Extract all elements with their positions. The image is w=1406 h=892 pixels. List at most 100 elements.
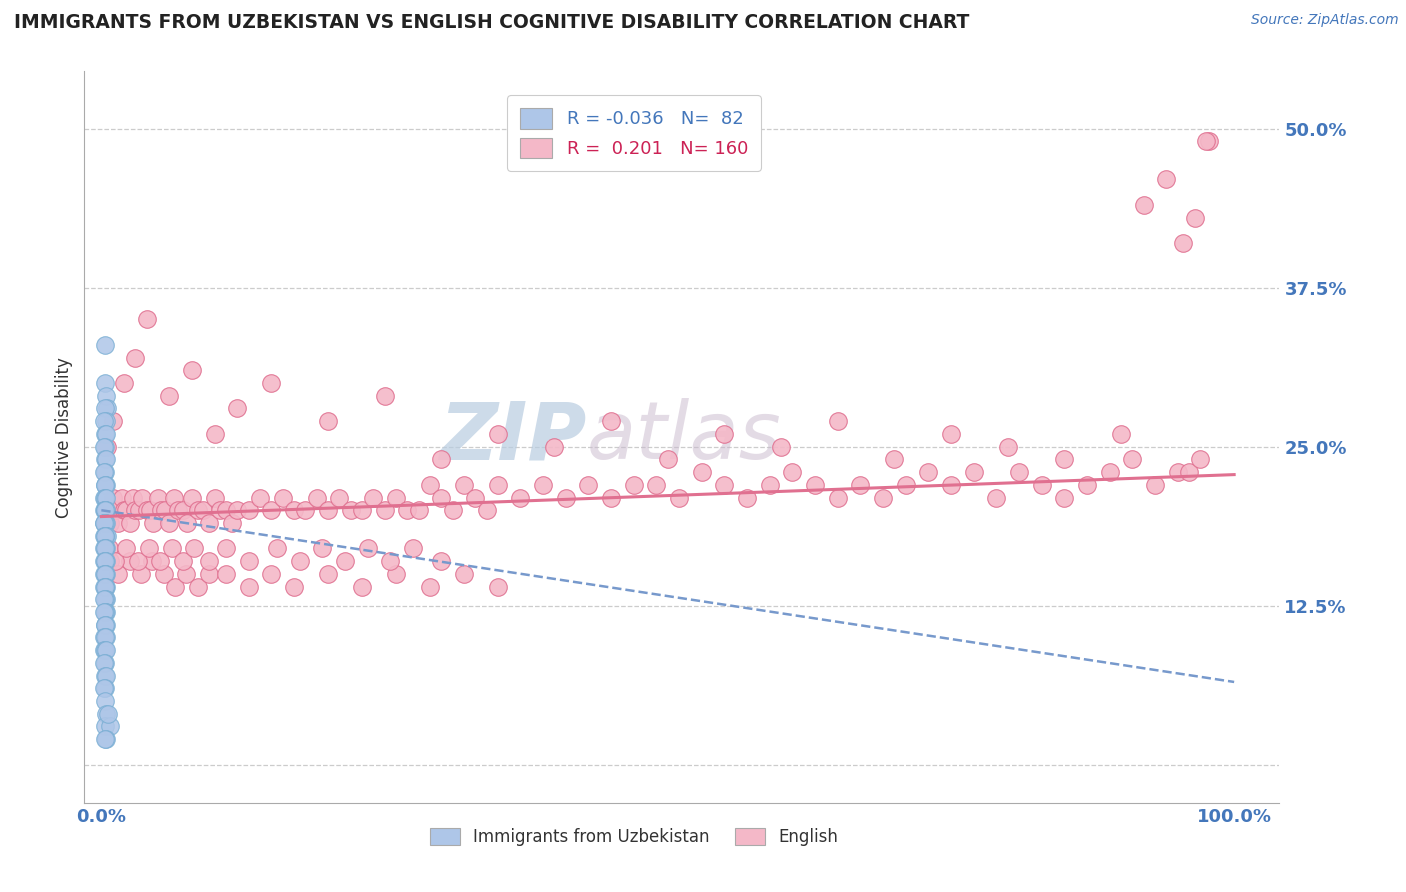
Point	[94, 389, 117, 403]
Point	[94, 477, 117, 491]
Point	[94, 706, 117, 721]
Point	[1053, 491, 1076, 505]
Point	[94, 338, 117, 352]
Point	[221, 516, 243, 530]
Point	[486, 477, 509, 491]
Point	[93, 414, 115, 428]
Point	[94, 491, 117, 505]
Point	[94, 440, 117, 454]
Point	[94, 580, 117, 594]
Point	[94, 719, 117, 733]
Point	[93, 516, 115, 530]
Point	[118, 554, 141, 568]
Point	[94, 529, 117, 543]
Point	[215, 541, 238, 556]
Point	[260, 503, 283, 517]
Point	[94, 516, 117, 530]
Point	[198, 516, 221, 530]
Point	[93, 605, 115, 619]
Legend: Immigrants from Uzbekistan, English: Immigrants from Uzbekistan, English	[423, 822, 845, 853]
Point	[118, 516, 141, 530]
Point	[135, 503, 157, 517]
Point	[486, 426, 509, 441]
Point	[101, 491, 124, 505]
Point	[623, 477, 645, 491]
Point	[917, 465, 939, 479]
Point	[93, 656, 115, 670]
Point	[1173, 236, 1195, 251]
Point	[453, 477, 475, 491]
Point	[100, 554, 122, 568]
Point	[690, 465, 713, 479]
Point	[94, 605, 117, 619]
Point	[402, 541, 425, 556]
Point	[94, 592, 117, 607]
Point	[204, 491, 226, 505]
Point	[94, 617, 117, 632]
Point	[283, 503, 305, 517]
Point	[94, 554, 117, 568]
Point	[93, 681, 115, 696]
Point	[93, 541, 115, 556]
Point	[430, 491, 453, 505]
Point	[283, 580, 305, 594]
Point	[94, 580, 117, 594]
Point	[100, 516, 122, 530]
Point	[94, 452, 117, 467]
Point	[142, 516, 165, 530]
Point	[160, 541, 183, 556]
Point	[94, 656, 117, 670]
Point	[288, 554, 311, 568]
Point	[1121, 452, 1143, 467]
Point	[554, 491, 576, 505]
Point	[430, 452, 453, 467]
Point	[94, 566, 117, 581]
Point	[94, 401, 117, 416]
Point	[883, 452, 905, 467]
Point	[181, 363, 204, 377]
Point	[124, 503, 146, 517]
Point	[94, 617, 117, 632]
Point	[486, 580, 509, 594]
Point	[94, 554, 117, 568]
Text: ZIP: ZIP	[439, 398, 586, 476]
Point	[769, 440, 792, 454]
Point	[997, 440, 1019, 454]
Point	[96, 529, 118, 543]
Point	[94, 566, 117, 581]
Point	[157, 389, 180, 403]
Point	[96, 401, 118, 416]
Point	[167, 503, 190, 517]
Point	[183, 541, 205, 556]
Point	[107, 566, 129, 581]
Point	[1154, 172, 1177, 186]
Point	[104, 503, 127, 517]
Point	[94, 465, 117, 479]
Point	[93, 503, 115, 517]
Point	[94, 681, 117, 696]
Point	[94, 503, 117, 517]
Point	[94, 529, 117, 543]
Point	[238, 554, 260, 568]
Point	[94, 477, 117, 491]
Point	[100, 719, 122, 733]
Point	[419, 477, 441, 491]
Point	[849, 477, 872, 491]
Point	[93, 440, 115, 454]
Point	[94, 631, 117, 645]
Point	[93, 516, 115, 530]
Point	[374, 503, 396, 517]
Point	[441, 503, 464, 517]
Point	[419, 580, 441, 594]
Point	[138, 541, 160, 556]
Point	[96, 440, 118, 454]
Point	[93, 631, 115, 645]
Point	[94, 605, 117, 619]
Point	[94, 631, 117, 645]
Point	[543, 440, 565, 454]
Point	[1109, 426, 1132, 441]
Point	[181, 491, 204, 505]
Point	[380, 554, 402, 568]
Point	[172, 503, 194, 517]
Point	[94, 566, 117, 581]
